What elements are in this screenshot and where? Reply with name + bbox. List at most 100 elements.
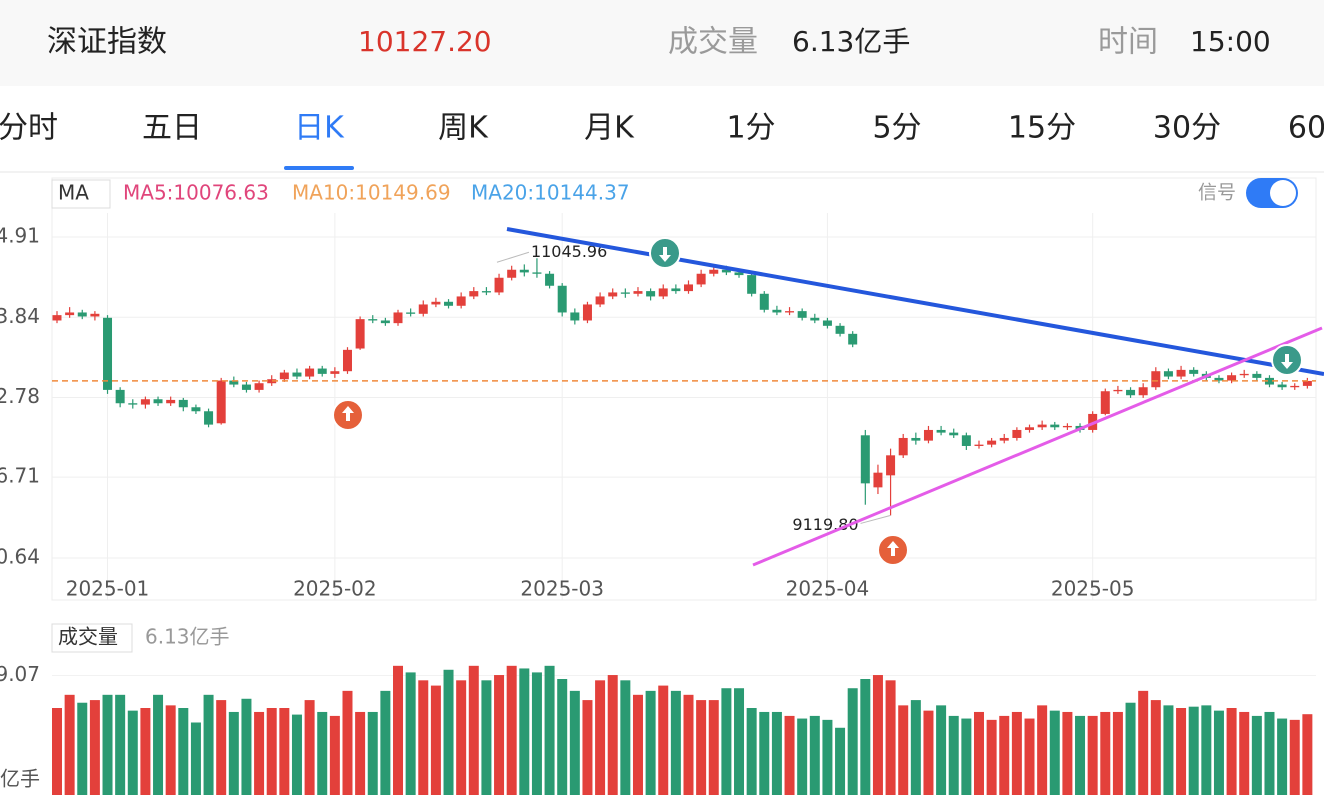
volume-bar [835,727,846,795]
volume-bar [910,700,921,795]
candle-body [330,371,340,374]
candle-body [1239,373,1249,376]
candle-body [734,272,744,276]
tab[interactable]: 分时 [0,111,58,146]
volume-bar [923,710,934,795]
x-tick-label: 2025-02 [293,577,377,601]
ma-legend-item: MA20:10144.37 [471,181,630,205]
candle-body [115,389,125,404]
candle-body [1138,387,1148,396]
candle-body [90,313,100,317]
volume-bar [670,690,681,795]
volume-bar [1011,711,1022,795]
time-value: 15:00 [1190,25,1271,58]
volume-bar [165,705,176,795]
volume-bar [696,700,707,795]
volume-bar [1289,719,1300,795]
candle-body [721,269,731,273]
candle-body [65,312,75,316]
buy-marker[interactable] [332,399,364,431]
volume-bar [1188,706,1199,795]
candle-body [658,288,668,297]
buy-marker[interactable] [877,534,909,566]
volume-bar [1201,705,1212,795]
signal-toggle[interactable] [1246,178,1298,208]
volume-bar [595,680,606,795]
candle-body [1290,385,1300,388]
time-label: 时间 [1098,25,1158,60]
tab[interactable]: 1分 [726,111,775,146]
marker-arrow [887,541,899,556]
candle-body [241,384,251,390]
x-tick-label: 2025-05 [1051,577,1135,601]
candle-body [835,325,845,334]
volume-bars: 9.07 [0,662,1316,795]
volume-bar [329,715,340,795]
tab-underline [284,166,354,170]
annotation-leader [860,514,891,524]
candle-body [961,435,971,446]
ma-box [51,179,111,209]
marker-arrow [342,406,354,421]
y-tick-label: 4.91 [0,224,40,248]
candle-body [646,291,656,297]
candle-body [822,320,832,326]
volume-bar [746,708,757,795]
tab[interactable]: 30分 [1153,111,1221,146]
ma-legend: MA5:10076.63 MA10:10149.69 MA20:10144.37 [123,181,630,205]
tab[interactable]: 月K [584,111,635,146]
volume-bar [279,708,290,795]
candle-body [759,293,769,310]
candle-body [1302,380,1312,386]
high-annotation: 11045.96 [531,242,607,261]
tab[interactable]: 日K [294,111,345,146]
candle-body [191,407,201,412]
volume-bar [52,708,62,795]
candle-body [696,273,706,285]
candle-body [444,301,454,306]
volume-bar [317,711,328,795]
volume-bar [860,679,871,795]
volume-bar [342,690,353,795]
volume-bar [1226,708,1237,795]
toggle-knob [1270,180,1296,206]
y-tick-label: 0.64 [0,545,40,569]
volume-bar [89,700,100,795]
candle-body [1189,369,1199,374]
ma-legend-item: MA10:10149.69 [292,181,451,205]
volume-bar [885,680,896,795]
x-tick-label: 2025-03 [520,577,604,601]
sell-marker[interactable] [1271,344,1303,376]
candle-body [1062,425,1072,428]
candle-body [949,432,959,436]
candle-body [267,379,277,384]
tab[interactable]: 15分 [1008,111,1076,146]
volume-bar [948,715,959,795]
candle-body [393,312,403,324]
tab[interactable]: 五日 [142,111,202,146]
candle-body [923,429,933,441]
volume-bar [178,708,189,795]
tab[interactable]: 60分 [1288,111,1324,146]
candle-body [557,285,567,313]
tab[interactable]: 5分 [872,111,921,146]
support-line [752,326,1323,567]
sell-marker[interactable] [649,237,681,269]
volume-bar [405,672,416,795]
candle-body [254,383,264,390]
volume-bar [468,665,479,795]
volume-bar [494,675,505,795]
candle-body [709,269,719,274]
candle-body [507,269,517,278]
volume-bar [393,665,404,795]
tab[interactable]: 周K [438,111,489,146]
candle-body [873,472,883,488]
y-tick-label: 6.71 [0,464,40,488]
candle-body [532,272,542,274]
volume-bar [708,700,719,795]
volume-label: 成交量 [668,25,758,60]
volume-bar [784,715,795,795]
volume-bar [241,698,252,795]
